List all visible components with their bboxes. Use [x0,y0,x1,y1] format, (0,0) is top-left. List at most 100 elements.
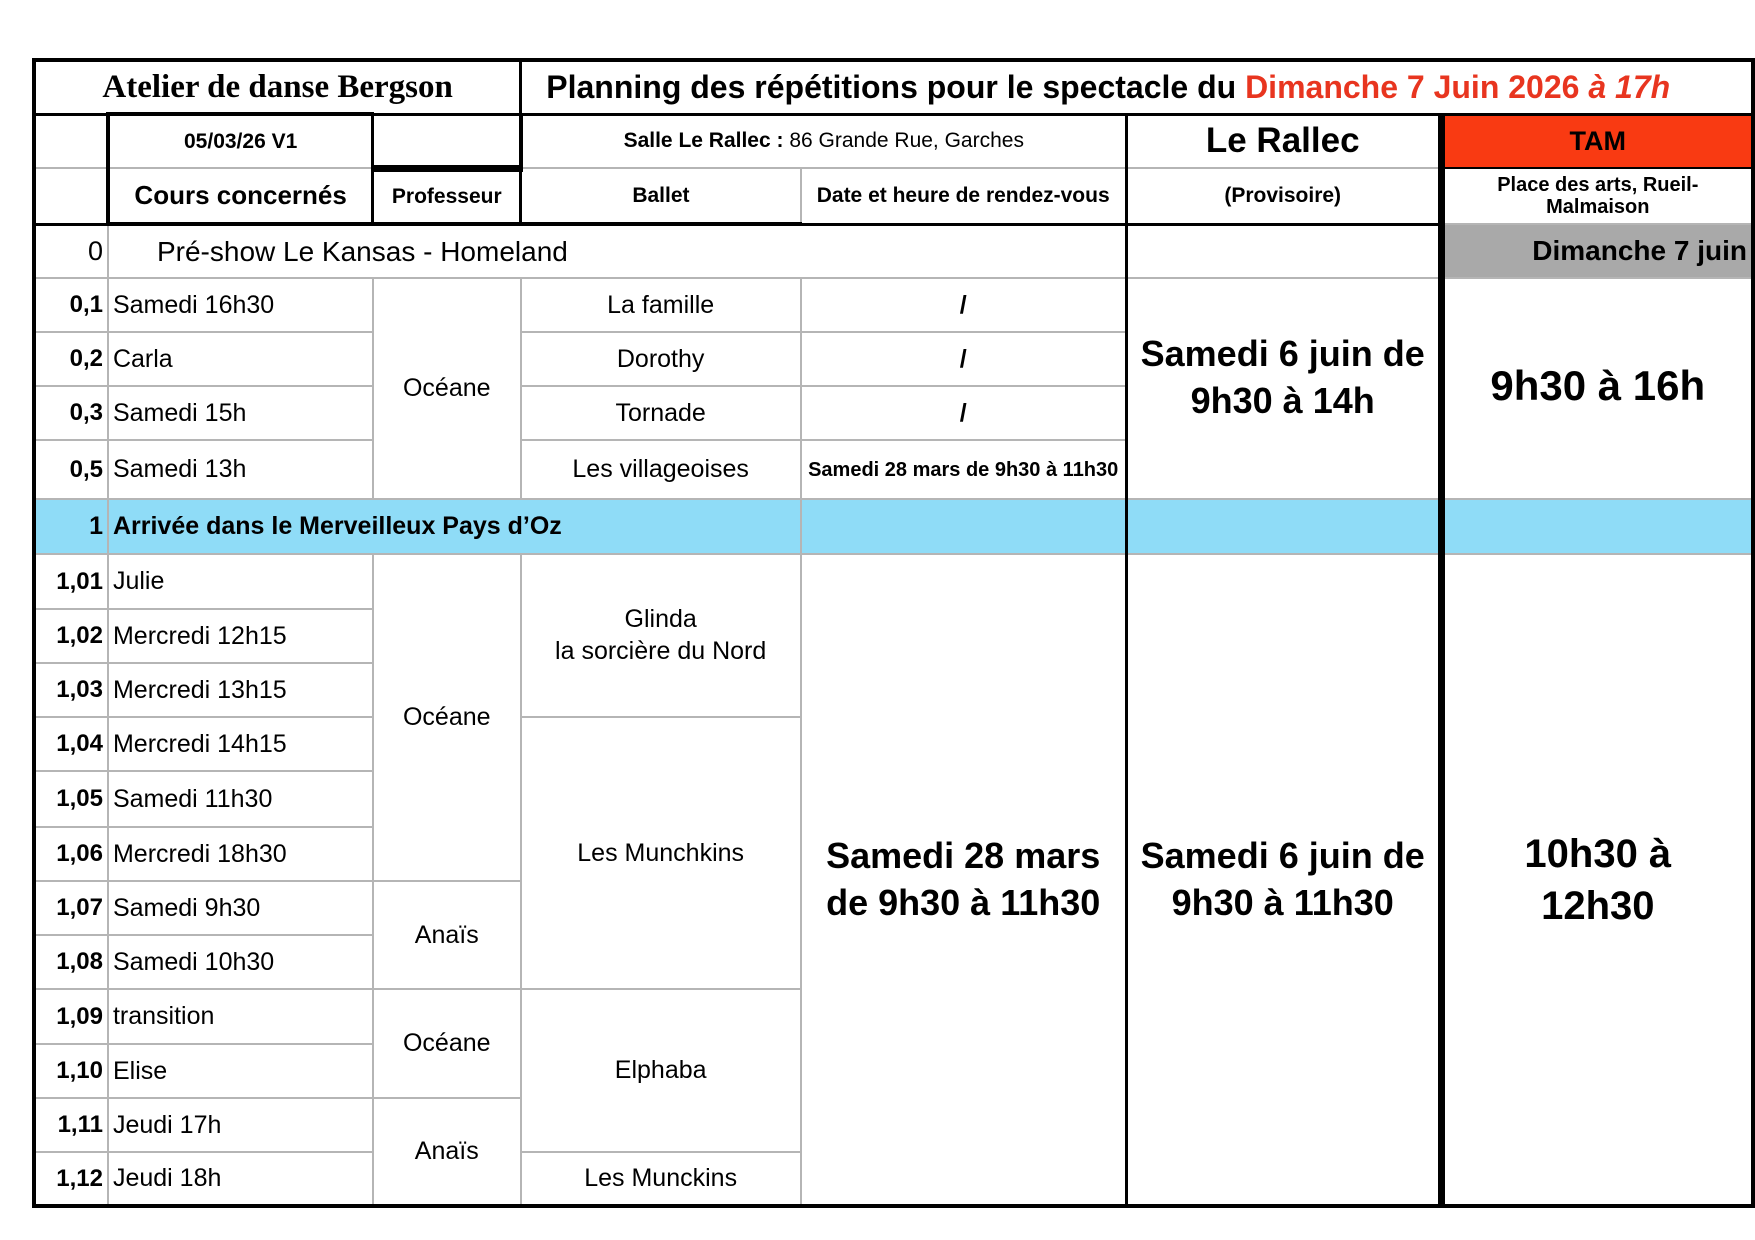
row-ballet: Elphaba [519,988,802,1153]
section-title: Arrivée dans le Merveilleux Pays d’Oz [106,498,802,555]
table-row: 1,03 Mercredi 13h15 [33,662,1753,718]
row-prof: Océane [371,277,522,500]
row-num: 1,07 [33,880,109,936]
row-prof: Anaïs [371,1097,522,1207]
col-cours: Cours concernés [105,167,375,226]
row-date: / [799,277,1128,333]
rallec-date: Samedi 6 juin de 9h30 à 11h30 [1125,553,1445,1207]
empty-cell [371,112,523,172]
row-num: 1,01 [33,553,109,610]
row-cours: Samedi 9h30 [106,880,374,936]
row-num: 1,09 [33,988,109,1045]
row-ballet: Dorothy [519,331,802,387]
row-num: 0,5 [33,439,109,500]
table-row: 1,02 Mercredi 12h15 [33,608,1753,664]
row-cours: Carla [106,331,374,387]
col-tam: Place des arts, Rueil-Malmaison [1440,167,1754,225]
table-row: 1,06 Mercredi 18h30 [33,826,1753,882]
row-ballet: Glinda la sorcière du Nord [519,553,802,718]
tam-time: 9h30 à 16h [1440,277,1754,500]
row-date: / [799,331,1128,387]
rendezvous-date: Samedi 28 mars de 9h30 à 11h30 [799,553,1128,1207]
row-num: 1,02 [33,608,109,664]
row-cours: Samedi 10h30 [106,934,374,990]
row-num: 1,11 [33,1097,109,1153]
row-cours: Mercredi 13h15 [106,662,374,718]
row-prof: Océane [371,988,522,1099]
row-prof: Anaïs [371,880,522,990]
row-num: 1,10 [33,1043,109,1099]
school-name: Atelier de danse Bergson [32,58,523,116]
section-row: 1 Arrivée dans le Merveilleux Pays d’Oz [33,498,1754,555]
row-cours: Jeudi 18h [106,1151,374,1207]
section-row: 0 Pré-show Le Kansas - Homeland Dimanche… [33,222,1754,279]
title-prefix: Planning des répétitions pour le spectac… [546,68,1246,105]
rallec-date: Samedi 6 juin de 9h30 à 14h [1125,277,1445,500]
row-ballet: La famille [519,277,802,333]
table-row: 1,09 transition Océane Elphaba [33,988,1753,1153]
row-num: 1,04 [33,716,109,772]
row-num: 1,06 [33,826,109,882]
row-cours: Jeudi 17h [106,1097,374,1153]
section-num: 1 [33,498,109,555]
table-row: 0,5 Samedi 13h Les villageoises Samedi 2… [33,439,1753,500]
empty-cell [33,113,109,169]
table-row: 1,04 Mercredi 14h15 Les Munchkins [33,716,1753,990]
row-num: 1,08 [33,934,109,990]
row-date: / [799,385,1128,441]
venue: Salle Le Rallec : 86 Grande Rue, Garches [518,113,1128,169]
empty-cell [799,498,1128,555]
row-num: 1,03 [33,662,109,718]
col-date: Date et heure de rendez-vous [799,167,1128,225]
row-num: 0,1 [33,277,109,333]
tam-time: 10h30 à 12h30 [1440,553,1754,1207]
table-row: 0,2 Carla Dorothy / [33,331,1753,387]
row-ballet: Tornade [519,385,802,441]
title-time: à 17h [1588,68,1671,105]
section-title: Pré-show Le Kansas - Homeland [106,222,1128,279]
table-row: 1,08 Samedi 10h30 [33,934,1753,990]
title-date: Dimanche 7 Juin 2026 [1245,68,1589,105]
empty-cell [1440,498,1754,555]
empty-cell [33,167,109,225]
table-row: 0,3 Samedi 15h Tornade / [33,385,1753,441]
col-ballet: Ballet [519,167,802,226]
table-row: 0,1 Samedi 16h30 Océane La famille / Sam… [33,277,1754,500]
table-row: 1,01 Julie Océane Glinda la sorcière du … [33,553,1754,1207]
rehearsal-schedule-table: Atelier de danse Bergson Planning des ré… [32,58,1755,1208]
empty-cell [1125,222,1445,279]
row-prof: Océane [371,553,522,882]
row-cours: Elise [106,1043,374,1099]
col-prof: Professeur [371,167,523,226]
section-num: 0 [33,222,109,279]
row-cours: Samedi 11h30 [106,770,374,828]
table-row: 1,10 Elise [33,1043,1753,1099]
row-num: 1,12 [33,1151,109,1207]
table-row: 1,07 Samedi 9h30 Anaïs [33,880,1753,990]
rallec-header: Le Rallec [1125,113,1445,169]
row-cours: Mercredi 18h30 [106,826,374,882]
tam-date: Dimanche 7 juin [1440,223,1754,279]
col-rallec: (Provisoire) [1125,167,1445,225]
row-cours: Samedi 15h [106,385,374,441]
row-date: Samedi 28 mars de 9h30 à 11h30 [799,439,1128,500]
page-title: Planning des répétitions pour le spectac… [519,58,1755,116]
row-cours: Julie [106,553,374,610]
row-ballet: Les Munchkins [519,716,802,990]
row-ballet: Les villageoises [519,439,802,500]
table-row: 1,05 Samedi 11h30 [33,770,1753,828]
table-row: 1,12 Jeudi 18h Les Munckins [33,1151,1753,1207]
tam-header: TAM [1440,113,1754,169]
row-cours: Samedi 16h30 [106,277,374,333]
venue-address: 86 Grande Rue, Garches [783,129,1024,153]
row-cours: Samedi 13h [106,439,374,500]
row-num: 0,2 [33,331,109,387]
row-cours: Mercredi 14h15 [106,716,374,772]
empty-cell [1125,498,1445,555]
row-num: 1,05 [33,770,109,828]
table-row: 1,11 Jeudi 17h Anaïs [33,1097,1753,1207]
version: 05/03/26 V1 [105,112,374,169]
row-cours: transition [106,988,374,1045]
row-ballet: Les Munckins [519,1151,802,1207]
row-num: 0,3 [33,385,109,441]
